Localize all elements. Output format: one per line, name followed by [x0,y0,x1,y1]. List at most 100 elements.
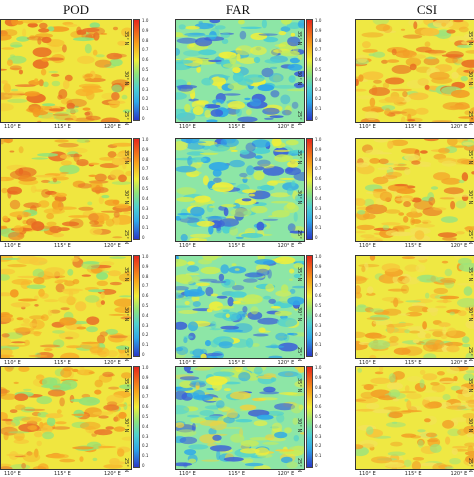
longitude-label: 110° E [359,243,376,249]
colorbar-tick-label: 0.8 [142,386,148,390]
longitude-label: 115° E [405,124,422,130]
colorbar-tick-label: 0.9 [315,265,321,269]
latitude-label: 30° N [467,71,473,85]
latitude-label: 25° N [467,230,473,244]
colorbar-tick-label: 0.7 [315,395,321,399]
column-title-pod: POD [26,2,126,18]
colorbar-tick-label: 0.5 [142,304,148,308]
latitude-label: 25° N [296,347,302,361]
colorbar-tick-label: 0.2 [315,333,321,337]
longitude-label: 120° E [277,471,294,477]
colorbar-tick-label: 0.9 [142,148,148,152]
colorbar [133,366,140,468]
colorbar-tick-label: 1.0 [315,366,321,370]
colorbar-tick-label: 0.1 [142,343,148,347]
colorbar-tick-label: 0.1 [315,343,321,347]
column-title-csi: CSI [377,2,474,18]
colorbar-tick-label: 0.2 [315,97,321,101]
longitude-label: 110° E [4,124,21,130]
latitude-label: 30° N [296,71,302,85]
colorbar [133,19,140,121]
colorbar-tick-label: 0.3 [315,435,321,439]
map-pod-row-2 [0,138,132,242]
colorbar-tick-label: 0.5 [315,187,321,191]
colorbar-tick-label: 0.4 [142,197,148,201]
latitude-label: 25° N [467,111,473,125]
latitude-label: 35° N [123,31,129,45]
map-far-row-3 [175,255,305,359]
colorbar-tick-label: 0.9 [315,29,321,33]
colorbar-tick-label: 0.2 [142,444,148,448]
colorbar-tick-label: 0.8 [142,39,148,43]
longitude-label: 120° E [451,471,468,477]
longitude-label: 110° E [359,471,376,477]
colorbar [306,138,313,240]
colorbar-tick-label: 0.3 [142,435,148,439]
latitude-label: 35° N [123,267,129,281]
longitude-label: 120° E [104,124,121,130]
colorbar-tick-label: 0 [142,117,145,121]
colorbar-tick-label: 0.2 [315,444,321,448]
longitude-label: 120° E [104,471,121,477]
latitude-label: 35° N [296,378,302,392]
colorbar-tick-label: 0.7 [142,284,148,288]
colorbar-tick-label: 0.2 [142,216,148,220]
map-csi-row-2 [355,138,474,242]
longitude-label: 120° E [277,243,294,249]
colorbar-tick-label: 0.9 [142,376,148,380]
colorbar-tick-label: 0.5 [315,415,321,419]
latitude-label: 25° N [467,458,473,472]
colorbar-tick-label: 0.4 [315,425,321,429]
colorbar-tick-label: 0.7 [142,48,148,52]
longitude-label: 115° E [405,243,422,249]
colorbar-tick-label: 0.3 [315,324,321,328]
longitude-label: 110° E [179,471,196,477]
colorbar-tick-label: 0.8 [315,275,321,279]
colorbar-tick-label: 0 [142,464,145,468]
colorbar-tick-label: 0.8 [315,386,321,390]
map-csi-row-3 [355,255,474,359]
latitude-label: 30° N [123,307,129,321]
longitude-label: 115° E [54,243,71,249]
colorbar-tick-label: 1.0 [142,255,148,259]
colorbar-tick-label: 0.1 [142,107,148,111]
latitude-label: 35° N [467,150,473,164]
colorbar-tick-label: 0.4 [142,314,148,318]
colorbar-tick-label: 0.6 [142,58,148,62]
colorbar-tick-label: 0.3 [142,207,148,211]
colorbar-tick-label: 1.0 [142,366,148,370]
colorbar-tick-label: 1.0 [142,19,148,23]
colorbar-tick-label: 0.5 [142,187,148,191]
latitude-label: 25° N [123,458,129,472]
colorbar-tick-label: 0.9 [315,376,321,380]
latitude-label: 25° N [123,230,129,244]
map-pod-row-4 [0,366,132,470]
map-far-row-2 [175,138,305,242]
latitude-label: 35° N [296,150,302,164]
colorbar-tick-label: 0.6 [315,177,321,181]
latitude-label: 30° N [123,71,129,85]
latitude-label: 25° N [296,111,302,125]
longitude-label: 115° E [405,471,422,477]
colorbar-tick-label: 0.1 [315,107,321,111]
latitude-label: 35° N [123,150,129,164]
colorbar-tick-label: 0.4 [315,314,321,318]
colorbar-tick-label: 0 [315,117,318,121]
colorbar-tick-label: 0.3 [315,207,321,211]
longitude-label: 110° E [359,124,376,130]
longitude-label: 110° E [4,243,21,249]
colorbar-tick-label: 0.8 [142,275,148,279]
latitude-label: 25° N [467,347,473,361]
colorbar-tick-label: 0.4 [315,78,321,82]
colorbar-tick-label: 0.8 [315,158,321,162]
map-far-row-4 [175,366,305,470]
colorbar-tick-label: 0.6 [142,405,148,409]
colorbar-tick-label: 0.8 [142,158,148,162]
longitude-label: 110° E [4,471,21,477]
colorbar-tick-label: 0.6 [315,405,321,409]
colorbar-tick-label: 0.1 [315,226,321,230]
colorbar-tick-label: 0.8 [315,39,321,43]
colorbar-tick-label: 0 [315,236,318,240]
colorbar-tick-label: 0 [142,353,145,357]
latitude-label: 35° N [296,267,302,281]
